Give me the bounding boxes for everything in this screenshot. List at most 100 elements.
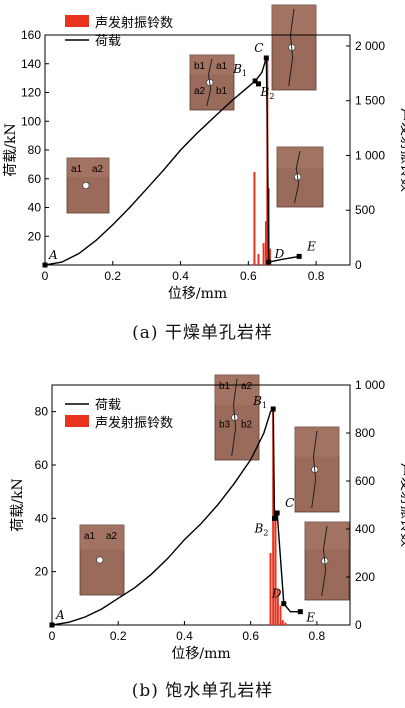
point-letter: C: [285, 496, 294, 510]
ae-bar: [279, 605, 282, 625]
point-label-B1: B1: [232, 62, 247, 78]
y-axis-label: 荷载/kN: [3, 123, 19, 176]
photo-label: a1: [216, 61, 228, 72]
point-letter: B: [232, 62, 242, 76]
photo-crack: [321, 525, 328, 597]
ae-bar: [269, 553, 272, 625]
point-label-C: C: [285, 496, 294, 510]
point-label-A: A: [55, 608, 65, 622]
specimen-photo-4: [304, 521, 350, 601]
point-marker-B1: [252, 78, 258, 84]
x-tick-label: 0: [49, 629, 56, 643]
point-subscript: 2: [263, 528, 268, 537]
y-tick-label: 60: [28, 172, 42, 186]
legend-ae-label: 声发射振铃数: [95, 15, 173, 31]
y2-tick-label: 500: [355, 203, 375, 217]
photo-crack: [311, 430, 318, 509]
x-tick-label: 0.8: [309, 629, 326, 643]
ae-bar: [253, 171, 256, 265]
y-axis-label: 荷载/kN: [10, 478, 26, 531]
photo-label: a2: [106, 531, 118, 542]
y-tick-label: 60: [35, 458, 49, 472]
load-curve: [44, 57, 300, 266]
x-tick-label: 0: [42, 269, 49, 283]
y-tick-label: 140: [21, 57, 41, 71]
point-letter: C: [254, 41, 263, 55]
y2-tick-label: 600: [355, 474, 375, 488]
plot-frame: [51, 384, 351, 626]
ae-bar: [262, 243, 265, 265]
specimen-photo-2: b1 a2 b3 b2: [214, 374, 260, 461]
y2-tick-label: 400: [355, 522, 375, 536]
x-tick-label: 0.2: [110, 629, 127, 643]
y-tick-label: 20: [35, 565, 49, 579]
point-marker-B2: [272, 515, 278, 521]
point-label-A: A: [48, 248, 58, 262]
ae-bar: [274, 517, 277, 625]
photo-shade: [190, 55, 234, 75]
photo-crack: [206, 58, 213, 107]
legend-load-label: 荷载: [95, 34, 121, 49]
photo-label: b1: [216, 86, 228, 97]
photo-label: b1: [219, 381, 231, 392]
photo-hole: [82, 182, 90, 190]
x-axis-label: 位移/mm: [168, 286, 227, 302]
legend-load-label: 荷载: [95, 398, 121, 413]
point-label-B2: B2: [254, 521, 269, 537]
point-label-B2: B2: [260, 85, 275, 101]
caption-b: (b) 饱水单孔岩样: [131, 681, 274, 701]
point-label-E: E: [305, 611, 315, 625]
point-marker-B2: [256, 81, 261, 87]
specimen-photo-3: [294, 426, 340, 513]
photo-hole: [96, 556, 104, 564]
specimen-photo-2: b1 a1 a2 b1: [189, 54, 235, 111]
point-subscript: 2: [269, 92, 274, 101]
y2-tick-label: 0: [355, 258, 362, 272]
photo-label: a2: [92, 164, 104, 175]
point-marker-E: [297, 609, 303, 615]
point-label-D: D: [274, 247, 285, 261]
y-tick-label: 160: [21, 28, 41, 42]
photo-label: a2: [194, 86, 206, 97]
x-tick-label: 0.2: [104, 269, 121, 283]
y-tick-label: 40: [28, 201, 42, 215]
y2-tick-label: 2 000: [355, 39, 385, 53]
ae-bar: [269, 248, 272, 265]
ae-bar: [264, 221, 267, 265]
point-marker-A: [42, 262, 48, 268]
y-tick-label: 80: [28, 143, 42, 157]
point-marker-C: [263, 55, 269, 61]
y-tick-label: 120: [21, 86, 41, 100]
y2-axis-label: 声发射振铃数: [398, 108, 405, 192]
specimen-photo-1: a1 a2: [79, 524, 125, 596]
x-tick-label: 0.6: [242, 629, 259, 643]
point-marker-D: [266, 259, 272, 265]
photo-crack: [231, 378, 238, 457]
ae-bar: [276, 589, 279, 625]
y2-axis-label: 声发射振铃数: [398, 463, 405, 547]
point-letter: A: [48, 248, 58, 262]
caption-a: (a) 干燥单孔岩样: [132, 323, 273, 343]
photo-crack: [293, 150, 301, 204]
point-label-C: C: [254, 41, 263, 55]
photo-crack: [288, 8, 295, 87]
point-marker-E: [296, 253, 302, 259]
y2-tick-label: 1 000: [355, 378, 385, 392]
point-letter: B: [260, 85, 270, 99]
point-letter: E: [305, 611, 315, 625]
point-letter: B: [252, 394, 262, 408]
specimen-photo-3: [271, 4, 317, 91]
point-letter: A: [55, 608, 65, 622]
point-subscript: 1: [262, 401, 267, 410]
specimen-photo-1: a1 a2: [66, 157, 110, 214]
legend-ae-swatch: [65, 15, 89, 27]
photo-shade: [67, 158, 109, 178]
specimen-photo-4: [276, 146, 324, 208]
photo-label: a1: [84, 531, 96, 542]
point-letter: E: [306, 239, 316, 253]
photo-shade: [277, 147, 323, 168]
point-label-B1: B1: [252, 394, 267, 410]
point-marker-C: [274, 510, 280, 516]
